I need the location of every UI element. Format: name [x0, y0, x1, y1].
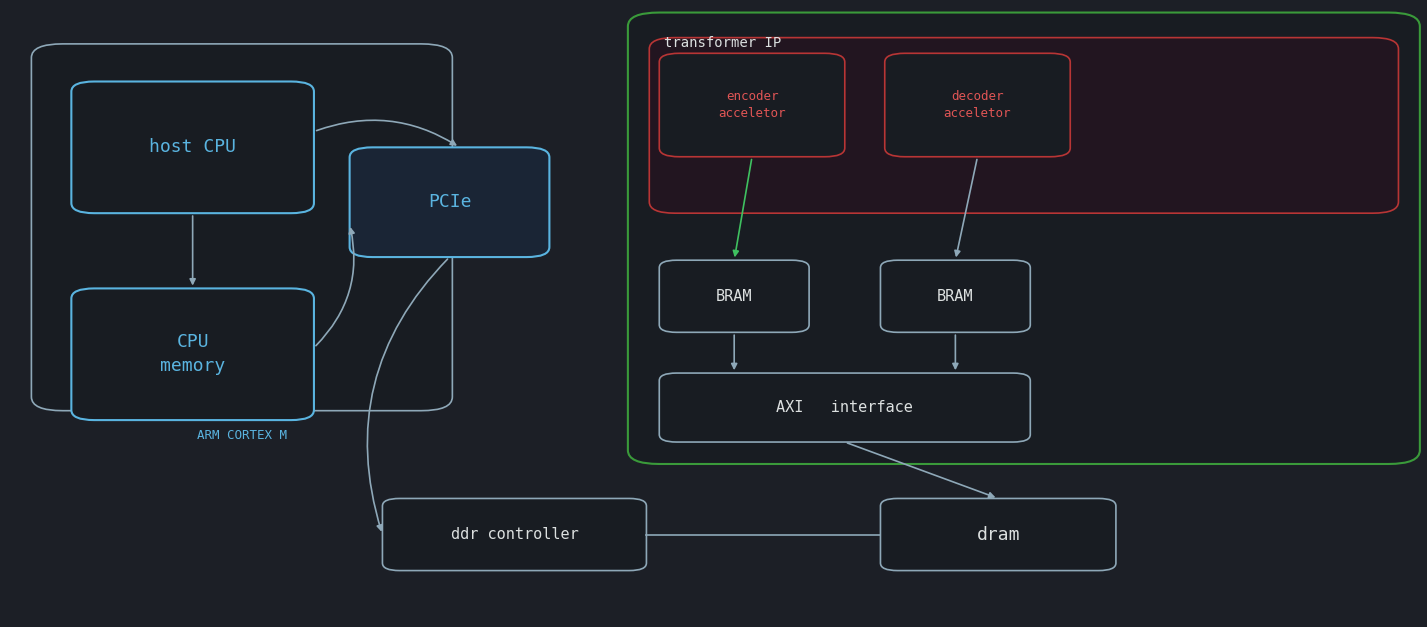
FancyBboxPatch shape — [71, 288, 314, 420]
FancyBboxPatch shape — [659, 373, 1030, 442]
Text: AXI   interface: AXI interface — [776, 400, 913, 415]
Text: CPU
memory: CPU memory — [160, 334, 225, 375]
FancyBboxPatch shape — [350, 147, 549, 257]
FancyBboxPatch shape — [628, 13, 1420, 464]
FancyBboxPatch shape — [382, 498, 646, 571]
FancyBboxPatch shape — [659, 53, 845, 157]
Text: encoder
acceletor: encoder acceletor — [718, 90, 786, 120]
FancyBboxPatch shape — [885, 53, 1070, 157]
Text: transformer IP: transformer IP — [664, 36, 781, 50]
FancyBboxPatch shape — [31, 44, 452, 411]
Text: host CPU: host CPU — [150, 139, 235, 156]
Text: ddr controller: ddr controller — [451, 527, 578, 542]
Text: ARM CORTEX M: ARM CORTEX M — [197, 429, 287, 443]
Text: BRAM: BRAM — [938, 289, 973, 303]
Text: dram: dram — [976, 525, 1020, 544]
FancyBboxPatch shape — [880, 498, 1116, 571]
Text: PCIe: PCIe — [428, 193, 471, 211]
FancyBboxPatch shape — [649, 38, 1398, 213]
FancyBboxPatch shape — [659, 260, 809, 332]
FancyBboxPatch shape — [880, 260, 1030, 332]
Text: decoder
acceletor: decoder acceletor — [943, 90, 1012, 120]
FancyBboxPatch shape — [71, 82, 314, 213]
Text: BRAM: BRAM — [716, 289, 752, 303]
